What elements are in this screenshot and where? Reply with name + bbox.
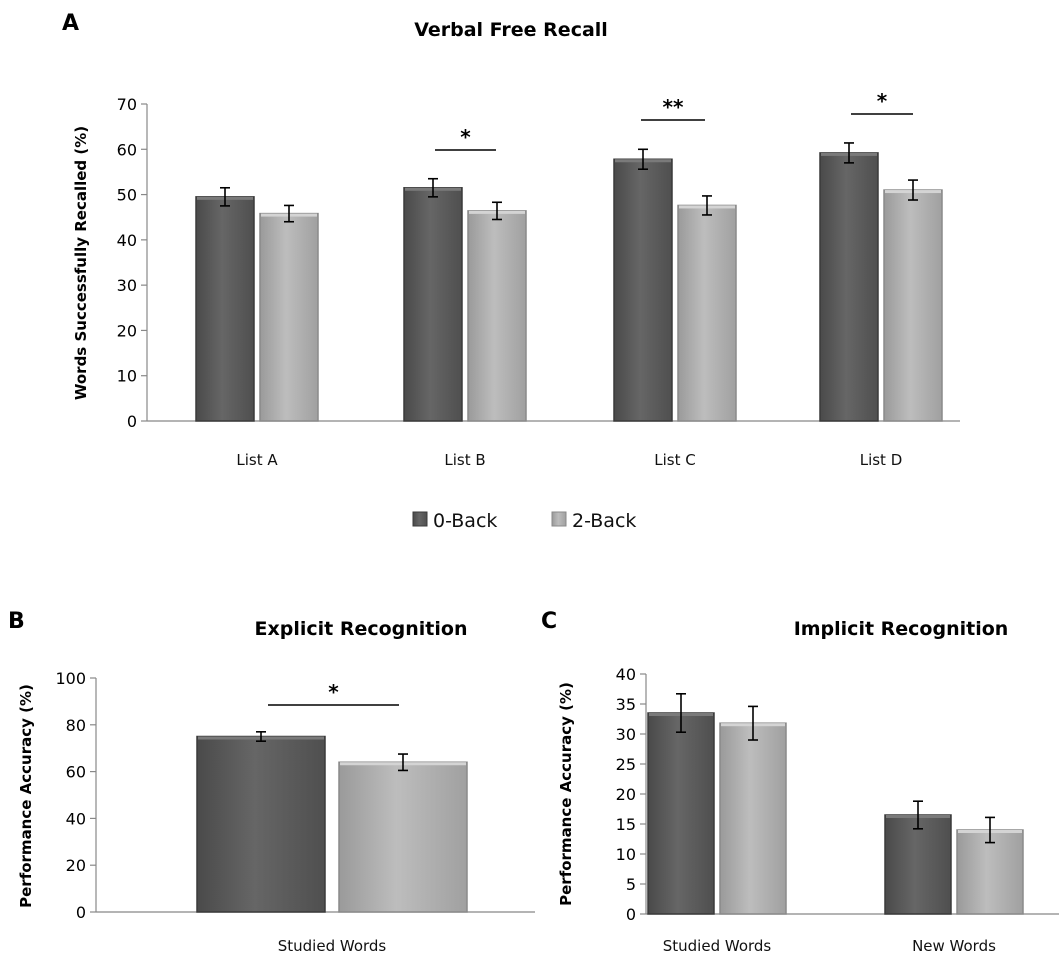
legend-swatch-0-back [412,511,428,527]
bar-2-back [883,189,943,422]
y-tick-label: 40 [117,231,137,250]
x-category-label: List B [444,451,485,469]
y-tick-label: 50 [117,186,137,205]
x-category-label: Studied Words [663,937,772,955]
bar-2-back [259,212,319,422]
panel-a-letter: A [62,11,79,36]
panel-c-plot: 0 5 10 15 20 25 30 35 40 Studied Words New Words [616,665,1059,955]
legend-label-0-back: 0-Back [433,510,497,532]
panel-a-title: Verbal Free Recall [414,19,608,41]
y-tick-label: 10 [117,367,137,386]
y-tick-label: 70 [117,95,137,114]
bar-0-back [195,196,255,422]
y-tick-label: 60 [66,763,86,782]
y-tick-label: 20 [117,321,137,340]
bar-0-back [613,158,673,422]
x-category-label: Studied Words [278,937,387,955]
y-tick-label: 40 [616,665,636,684]
y-tick-label: 0 [76,903,86,922]
panel-b-chart: B Explicit Recognition Performance Accur… [8,609,535,955]
significance-marker: * [460,125,471,149]
bar-0-back [403,187,463,422]
x-category-label: List D [860,451,903,469]
y-tick-label: 100 [55,669,86,688]
x-category-label: List C [654,451,695,469]
y-tick-label: 20 [66,856,86,875]
y-tick-label: 15 [616,815,636,834]
legend-swatch-2-back [551,511,567,527]
y-tick-label: 30 [117,276,137,295]
y-tick-label: 20 [616,785,636,804]
bar-2-back [719,722,787,915]
y-tick-label: 25 [616,755,636,774]
y-tick-label: 10 [616,845,636,864]
y-tick-label: 0 [626,905,636,924]
panel-c-title: Implicit Recognition [794,618,1009,640]
legend-label-2-back: 2-Back [572,510,636,532]
bar-2-back [338,761,468,913]
bar-0-back [647,712,715,915]
significance-marker: * [328,680,339,704]
bar-2-back [677,204,737,422]
y-tick-label: 5 [626,875,636,894]
bar-2-back [956,829,1024,915]
panel-b-plot: 0 20 40 60 80 100 Studied Words * [55,669,535,955]
y-tick-label: 35 [616,695,636,714]
panel-c-chart: C Implicit Recognition Performance Accur… [541,609,1059,955]
bar-0-back [196,735,326,913]
panel-b-letter: B [8,609,25,634]
bar-0-back [884,814,952,915]
panel-c-letter: C [541,609,557,634]
y-tick-label: 40 [66,809,86,828]
panel-a-chart: A Verbal Free Recall Words Successfully … [62,11,960,532]
x-category-label: List A [236,451,278,469]
y-tick-label: 80 [66,716,86,735]
panel-a-ylabel: Words Successfully Recalled (%) [72,126,90,400]
x-category-label: New Words [912,937,996,955]
bar-2-back [467,210,527,422]
y-tick-label: 60 [117,140,137,159]
panel-b-title: Explicit Recognition [255,618,468,640]
panel-a-plot: 0 10 20 30 40 50 60 70 List A List B * List C ** List… [117,89,960,469]
y-tick-label: 0 [127,412,137,431]
panel-b-ylabel: Performance Accuracy (%) [17,684,35,908]
significance-marker: * [877,89,888,113]
bar-0-back [819,152,879,422]
y-tick-label: 30 [616,725,636,744]
legend: 0-Back 2-Back [412,510,636,532]
panel-c-ylabel: Performance Accuracy (%) [557,682,575,906]
significance-marker: ** [663,95,684,119]
